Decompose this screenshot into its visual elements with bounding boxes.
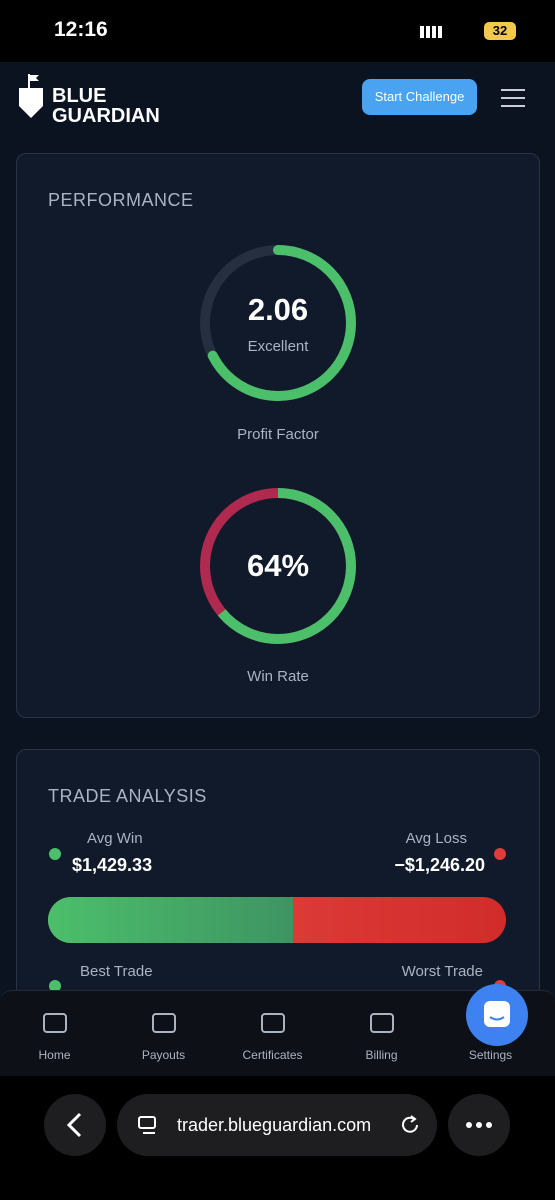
worst-trade-label: Worst Trade: [401, 963, 483, 980]
card-title: TRADE ANALYSIS: [48, 786, 207, 806]
chat-button[interactable]: [466, 984, 528, 1046]
start-challenge-button[interactable]: Start Challenge: [362, 79, 477, 115]
browser-bar: trader.blueguardian.com: [0, 1076, 555, 1200]
profit-factor-label: Profit Factor: [237, 426, 319, 443]
nav-item[interactable]: Home: [4, 1009, 105, 1062]
signal: [420, 26, 444, 38]
nav-label: Payouts: [141, 1048, 186, 1062]
nav-item[interactable]: Billing: [331, 1009, 432, 1062]
win-dot: [49, 980, 61, 992]
header: BLUE GUARDIAN Start Challenge: [0, 62, 555, 142]
time: 12:16: [54, 18, 108, 41]
profit-factor-ring: [200, 245, 356, 401]
bottom-nav: Home Payouts Certificates Billing Settings: [0, 990, 555, 1077]
nav-label: Certificates: [242, 1048, 303, 1062]
avg-win-label: Avg Win: [87, 830, 143, 847]
avg-loss-value: −$1,246.20: [394, 855, 485, 875]
nav-item[interactable]: Payouts: [113, 1009, 214, 1062]
win-segment: [48, 897, 293, 943]
nav-label: Home: [38, 1048, 71, 1062]
performance-card: PERFORMANCE 2.06 Excellent Profit Factor…: [16, 153, 540, 718]
more-button[interactable]: [448, 1094, 510, 1156]
card-title: PERFORMANCE: [48, 190, 194, 210]
nav-label: Billing: [365, 1048, 398, 1062]
avg-loss-label: Avg Loss: [405, 830, 467, 847]
nav-icon: [151, 1013, 176, 1033]
status-bar: 12:16 32: [0, 0, 555, 62]
back-button[interactable]: [44, 1094, 106, 1156]
avg-win-value: $1,429.33: [72, 855, 153, 875]
nav-icon: [42, 1013, 67, 1033]
url: trader.blueguardian.com: [177, 1115, 372, 1135]
win-loss-bar: [48, 897, 506, 943]
logo-text: BLUE GUARDIAN: [52, 86, 160, 126]
profit-factor-rating: Excellent: [247, 338, 309, 355]
nav-label: Settings: [468, 1048, 513, 1062]
win-rate-value: 64%: [246, 548, 310, 583]
nav-item[interactable]: Certificates: [222, 1009, 323, 1062]
logo-line: BLUE: [52, 85, 107, 107]
logo-icon: [19, 74, 43, 118]
win-rate-ring: [200, 488, 356, 644]
win-rate-label: Win Rate: [247, 668, 309, 685]
battery: 32: [484, 22, 516, 40]
profit-factor-value: 2.06: [247, 292, 309, 327]
nav-icon: [260, 1013, 285, 1033]
win-dot: [49, 848, 61, 860]
logo-line: GUARDIAN: [52, 105, 160, 127]
url-bar[interactable]: trader.blueguardian.com: [117, 1094, 437, 1156]
loss-dot: [494, 848, 506, 860]
menu-button[interactable]: [500, 88, 526, 108]
win-arc: [200, 488, 356, 644]
best-trade-label: Best Trade: [80, 963, 153, 980]
nav-icon: [369, 1013, 394, 1033]
